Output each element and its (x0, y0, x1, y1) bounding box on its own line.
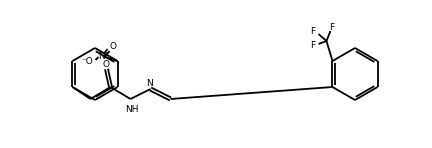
Text: F: F (310, 41, 315, 49)
Text: NH: NH (125, 105, 138, 114)
Text: +: + (102, 49, 108, 56)
Text: N: N (98, 52, 105, 61)
Text: N: N (146, 79, 153, 89)
Text: O: O (103, 59, 110, 69)
Text: F: F (329, 22, 334, 32)
Text: O: O (109, 41, 116, 50)
Text: ⁻O: ⁻O (82, 57, 93, 66)
Text: F: F (310, 26, 315, 36)
